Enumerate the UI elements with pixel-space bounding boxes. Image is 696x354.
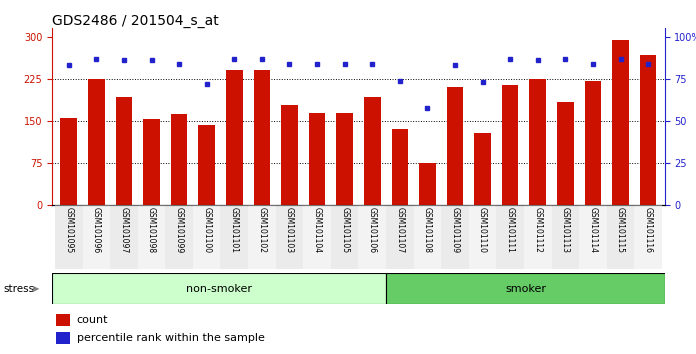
Bar — [419, 163, 436, 205]
Text: GSM101110: GSM101110 — [478, 207, 487, 253]
Bar — [171, 114, 187, 205]
Bar — [579, 205, 607, 269]
Text: GSM101114: GSM101114 — [588, 207, 597, 253]
Bar — [413, 205, 441, 269]
Bar — [166, 205, 193, 269]
Bar — [276, 205, 303, 269]
Bar — [364, 97, 381, 205]
Text: percentile rank within the sample: percentile rank within the sample — [77, 333, 264, 343]
Bar — [83, 205, 110, 269]
Text: stress: stress — [3, 284, 35, 293]
Bar — [116, 97, 132, 205]
Bar — [358, 205, 386, 269]
Text: GSM101102: GSM101102 — [258, 207, 267, 253]
Text: GSM101105: GSM101105 — [340, 207, 349, 253]
Bar — [303, 205, 331, 269]
Bar — [281, 105, 298, 205]
Text: GSM101113: GSM101113 — [561, 207, 570, 253]
Bar — [557, 103, 574, 205]
Bar — [585, 81, 601, 205]
Bar — [198, 125, 215, 205]
Text: GSM101099: GSM101099 — [175, 207, 184, 253]
Bar — [607, 205, 634, 269]
Text: GSM101098: GSM101098 — [147, 207, 156, 253]
Text: GSM101109: GSM101109 — [450, 207, 459, 253]
Text: GSM101104: GSM101104 — [313, 207, 322, 253]
Bar — [56, 314, 70, 326]
Text: GDS2486 / 201504_s_at: GDS2486 / 201504_s_at — [52, 14, 219, 28]
Bar — [61, 118, 77, 205]
Text: GSM101103: GSM101103 — [285, 207, 294, 253]
Bar — [88, 79, 104, 205]
Text: GSM101111: GSM101111 — [506, 207, 514, 252]
Text: GSM101100: GSM101100 — [203, 207, 211, 253]
Bar — [56, 332, 70, 344]
Bar — [530, 79, 546, 205]
Bar — [253, 70, 270, 205]
Text: GSM101096: GSM101096 — [92, 207, 101, 253]
Bar — [52, 273, 386, 304]
Text: ▶: ▶ — [33, 284, 40, 293]
Bar — [502, 85, 519, 205]
Bar — [496, 205, 524, 269]
Text: GSM101112: GSM101112 — [533, 207, 542, 252]
Bar — [309, 113, 325, 205]
Text: GSM101116: GSM101116 — [644, 207, 653, 253]
Bar — [138, 205, 166, 269]
Text: smoker: smoker — [505, 284, 546, 293]
Bar — [248, 205, 276, 269]
Text: non-smoker: non-smoker — [187, 284, 252, 293]
Text: count: count — [77, 315, 108, 325]
Bar — [441, 205, 469, 269]
Bar — [226, 70, 243, 205]
Text: GSM101106: GSM101106 — [367, 207, 377, 253]
Bar — [386, 273, 665, 304]
Bar — [612, 40, 628, 205]
Bar — [524, 205, 551, 269]
Text: GSM101107: GSM101107 — [395, 207, 404, 253]
Bar — [193, 205, 221, 269]
Bar — [447, 87, 464, 205]
Bar — [221, 205, 248, 269]
Text: GSM101108: GSM101108 — [423, 207, 432, 253]
Text: GSM101097: GSM101097 — [120, 207, 129, 253]
Bar — [392, 130, 408, 205]
Bar — [110, 205, 138, 269]
Bar — [386, 205, 413, 269]
Bar — [469, 205, 496, 269]
Text: GSM101095: GSM101095 — [64, 207, 73, 253]
Bar — [336, 113, 353, 205]
Bar — [143, 119, 160, 205]
Text: GSM101115: GSM101115 — [616, 207, 625, 253]
Bar — [474, 133, 491, 205]
Bar — [640, 55, 656, 205]
Bar — [55, 205, 83, 269]
Bar — [634, 205, 662, 269]
Text: GSM101101: GSM101101 — [230, 207, 239, 253]
Bar — [331, 205, 358, 269]
Bar — [551, 205, 579, 269]
